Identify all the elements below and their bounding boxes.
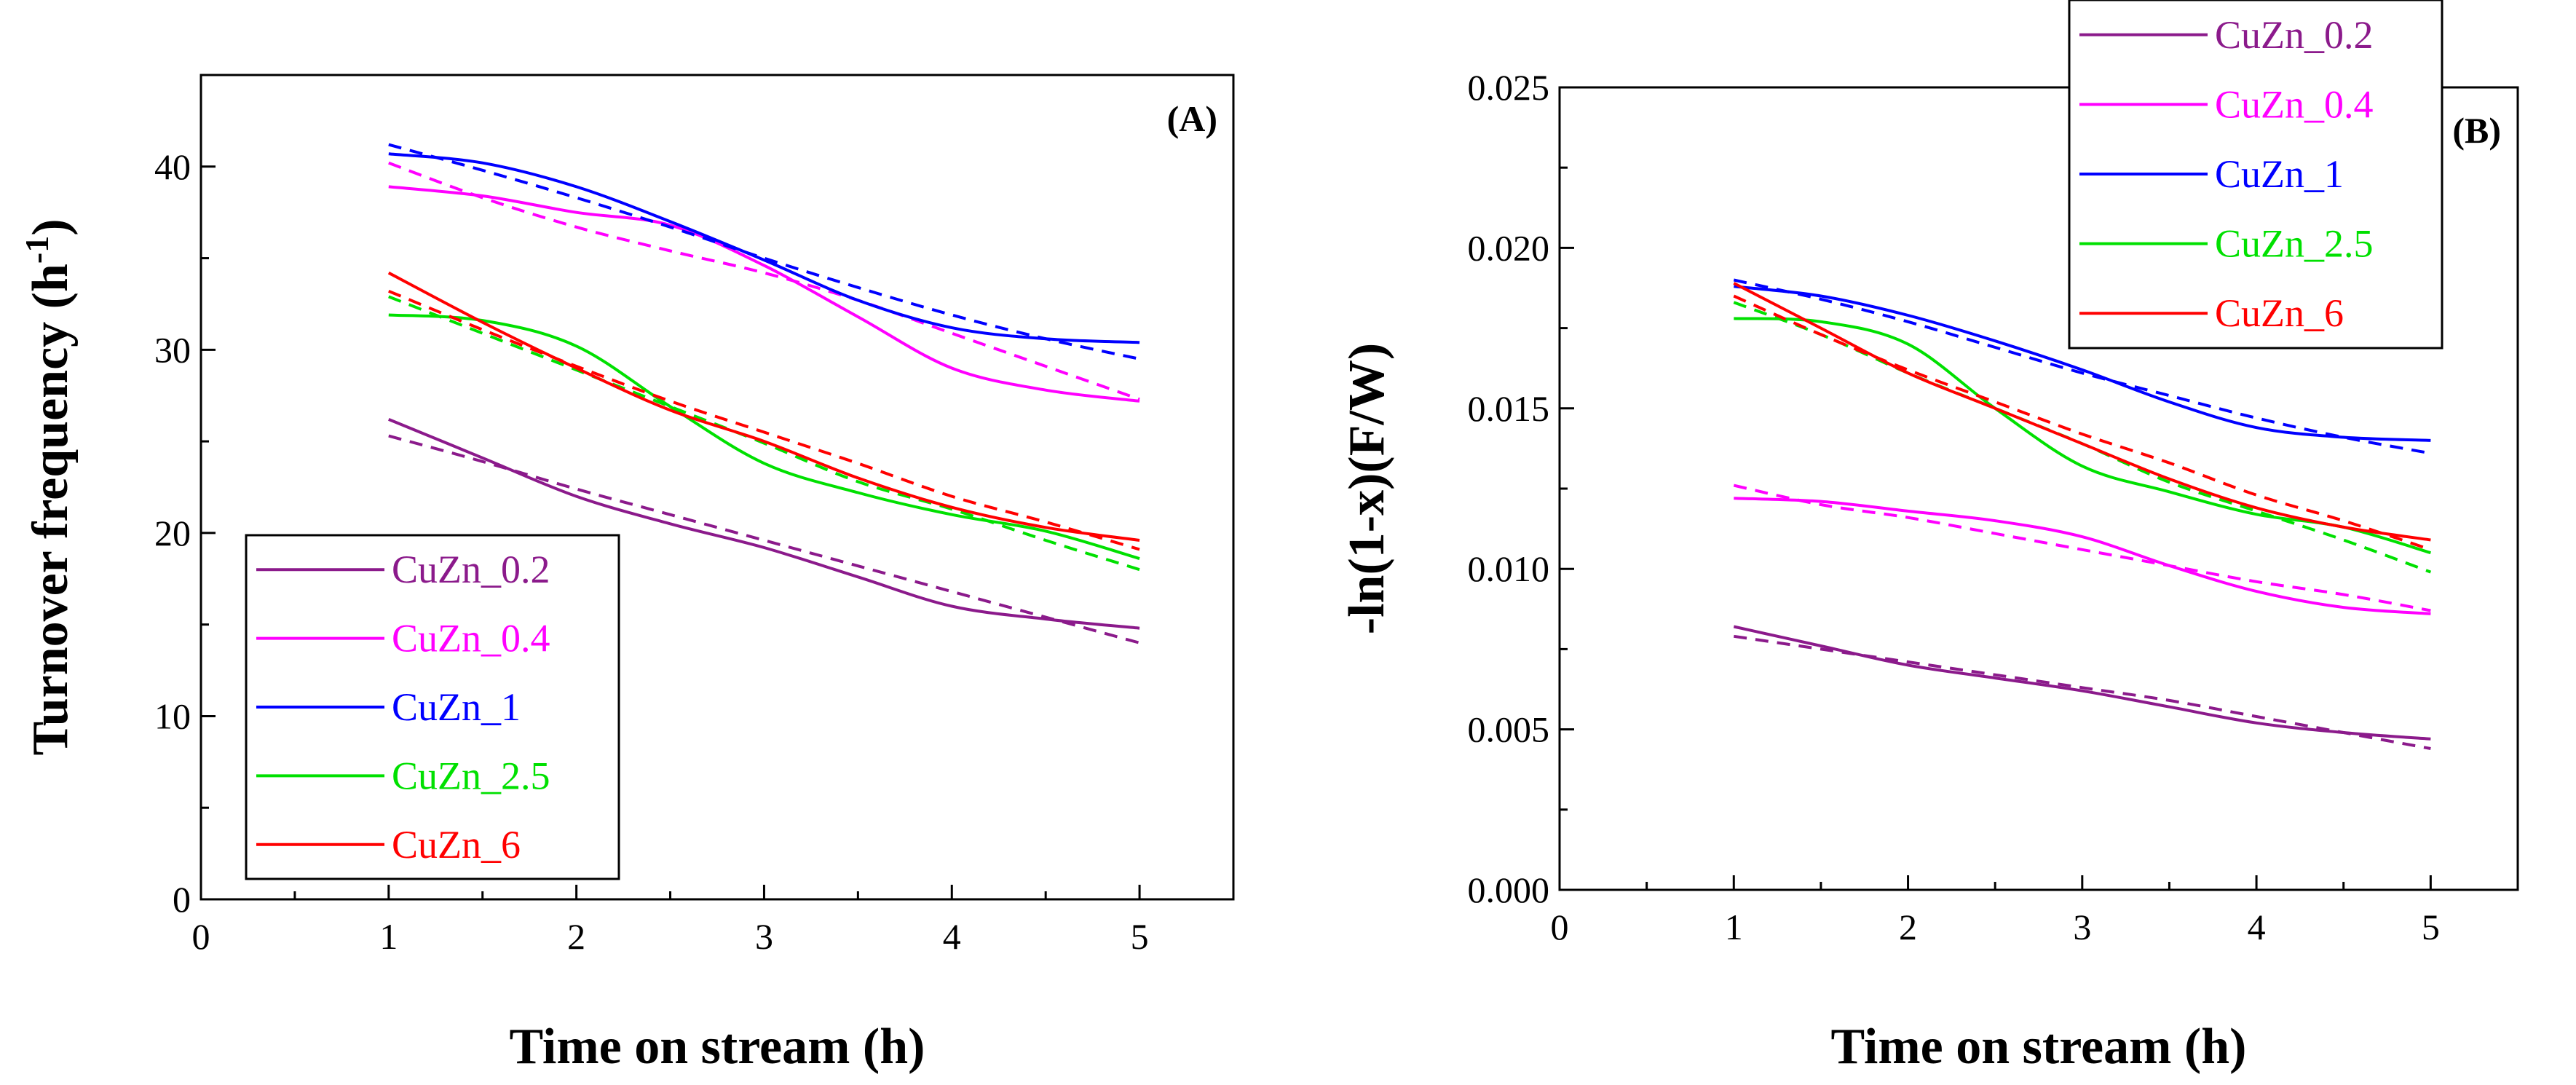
panel-b-series-4-fit-line — [1733, 294, 2432, 551]
panel-a-x-tick-label: 1 — [379, 916, 398, 957]
panel-a-y-tick-label: 40 — [154, 146, 191, 187]
panel-b-legend-label: CuZn_2.5 — [2215, 222, 2374, 266]
panel-b-series-2-line — [1734, 285, 2431, 442]
panel-b-legend-label: CuZn_6 — [2215, 291, 2344, 335]
panel-b-series-1-line — [1734, 497, 2431, 615]
panel-b-x-tick-label: 5 — [2422, 907, 2440, 947]
panel-b-legend-label: CuZn_0.4 — [2215, 82, 2374, 126]
panel-b-series-0-line — [1733, 625, 2431, 741]
panel-a-x-tick-label: 0 — [192, 916, 210, 957]
panel-a-series-2-fit-line — [388, 143, 1140, 360]
panel-a-series-2-line — [388, 152, 1140, 344]
panel-a-legend-label: CuZn_1 — [392, 685, 521, 729]
panel-a-series-1-line — [388, 185, 1140, 403]
panel-a-y-axis-title: Turnover frequency (h-1) — [18, 218, 79, 755]
panel-a-chart: 0 1 2 3 4 5 0 10 20 30 40 Time on stream (h) Turnove… — [18, 74, 1235, 1075]
panel-a-y-axis-title-main: Turnover frequency (h — [23, 264, 79, 755]
panel-a-y-tick-label: 0 — [173, 879, 191, 920]
panel-a-series-3-fit-line — [388, 295, 1140, 572]
panel-a-series-4-line — [387, 271, 1140, 542]
panel-b-y-axis-title-main: -ln(1-x)(F/W) — [1339, 343, 1395, 634]
panel-a-y-axis-title-sup: -1 — [18, 236, 55, 264]
panel-b-x-axis-title: Time on stream (h) — [1831, 1019, 2247, 1075]
panel-b-y-tick-label: 0.010 — [1468, 548, 1550, 589]
panel-b-x-tick-label: 3 — [2073, 907, 2091, 947]
panel-a-x-tick-label: 5 — [1131, 916, 1149, 957]
panel-b-series-2-fit-line — [1733, 278, 2431, 455]
panel-a-series-4-fit-line — [388, 289, 1140, 551]
panel-b-x-tick-label: 4 — [2248, 907, 2266, 947]
panel-b-x-tick-label: 0 — [1551, 907, 1569, 947]
panel-a-y-axis-title-end: ) — [23, 218, 79, 235]
panel-a-plot-frame — [199, 74, 1235, 901]
panel-a-legend-label: CuZn_6 — [392, 823, 521, 867]
panel-b-series-1-fit-line — [1733, 484, 2431, 612]
panel-a-legend-label: CuZn_2.5 — [392, 754, 550, 797]
panel-a-series-1-fit-line — [388, 161, 1140, 401]
panel-a-x-tick-label: 4 — [943, 916, 961, 957]
panel-b-y-tick-label: 0.020 — [1468, 227, 1550, 268]
panel-a-legend-label: CuZn_0.4 — [392, 617, 550, 660]
panel-a-x-tick-label: 2 — [567, 916, 585, 957]
panel-b-y-tick-label: 0.000 — [1468, 869, 1550, 910]
panel-a-legend-label: CuZn_0.2 — [392, 548, 550, 591]
panel-a-series-0-line — [388, 418, 1140, 630]
panel-a-x-tick-label: 3 — [755, 916, 773, 957]
panel-b-series-4-line — [1733, 282, 2431, 542]
panel-b-x-tick-label: 1 — [1725, 907, 1743, 947]
panel-a-x-axis-title: Time on stream (h) — [510, 1019, 925, 1075]
panel-b-y-tick-label: 0.015 — [1468, 388, 1550, 429]
panel-b-legend-label: CuZn_0.2 — [2215, 13, 2374, 57]
panel-a-series-3-line — [388, 313, 1140, 561]
panel-a-panel-label: (A) — [1167, 98, 1217, 139]
panel-b-y-tick-label: 0.025 — [1468, 67, 1550, 108]
panel-b-legend-label: CuZn_1 — [2215, 152, 2344, 196]
panel-b-chart: 0 1 2 3 4 5 0.000 0.005 0.010 0.015 0.020 0.025 Time… — [1339, 0, 2519, 1075]
panel-a-y-tick-label: 30 — [154, 329, 191, 370]
panel-b-panel-label: (B) — [2452, 110, 2501, 151]
panel-a-y-tick-label: 10 — [154, 695, 191, 736]
panel-b-y-axis-title: -ln(1-x)(F/W) — [1339, 343, 1395, 634]
panel-b-x-tick-label: 2 — [1899, 907, 1917, 947]
panel-a-y-tick-label: 20 — [154, 513, 191, 553]
panel-b-y-tick-label: 0.005 — [1468, 709, 1550, 750]
